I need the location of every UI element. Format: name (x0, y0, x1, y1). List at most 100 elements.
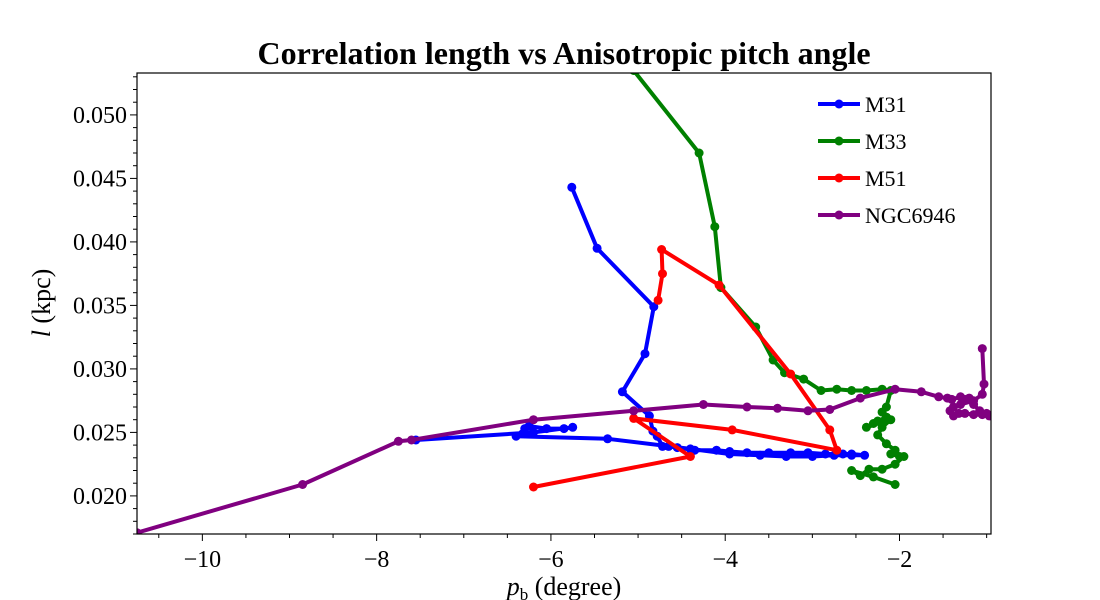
data-point-m31 (712, 445, 721, 455)
data-point-ngc6946 (773, 403, 782, 413)
series-m51 (529, 245, 842, 492)
y-tick-label: 0.035 (73, 293, 127, 319)
x-tick-label: −2 (887, 547, 913, 573)
data-point-m31 (755, 450, 765, 460)
data-point-ngc6946 (934, 392, 944, 402)
y-tick-label: 0.020 (73, 484, 127, 510)
data-point-m33 (890, 480, 900, 489)
x-tick-label: −8 (364, 547, 390, 573)
series-ngc6946 (137, 344, 991, 534)
data-point-m33 (861, 422, 871, 432)
series-line-m31 (413, 185, 867, 459)
legend-swatch-marker (834, 136, 844, 146)
chart-title: Correlation length vs Anisotropic pitch … (257, 35, 870, 71)
data-point-ngc6946 (825, 405, 835, 414)
data-point-m31 (807, 452, 817, 461)
legend-item-m33: M33 (818, 129, 907, 154)
data-point-m31 (567, 182, 577, 192)
data-point-m51 (629, 413, 639, 423)
y-axis-label-rest: (kpc) (27, 269, 56, 330)
data-point-m33 (799, 374, 809, 384)
data-point-m33 (864, 464, 874, 474)
data-point-m51 (685, 452, 695, 461)
x-tick-label: −4 (712, 547, 738, 573)
data-point-m31 (781, 452, 791, 461)
data-point-m33 (710, 222, 720, 232)
data-point-ngc6946 (855, 393, 865, 403)
y-tick-label: 0.040 (73, 230, 127, 256)
data-point-m31 (820, 449, 830, 459)
data-point-m51 (714, 280, 724, 290)
data-point-m51 (653, 295, 663, 305)
data-point-m31 (847, 450, 857, 460)
y-tick-label: 0.025 (73, 420, 127, 446)
data-point-m33 (886, 449, 896, 459)
data-point-ngc6946 (956, 400, 965, 409)
y-axis: 0.020 0.025 0.030 0.035 0.040 0.045 0.050 (73, 76, 137, 535)
data-point-m51 (529, 482, 538, 492)
data-point-ngc6946 (393, 436, 403, 446)
y-tick-label: 0.045 (73, 166, 127, 192)
legend-swatch-marker (834, 173, 844, 183)
data-point-ngc6946 (916, 387, 926, 397)
data-point-ngc6946 (977, 410, 987, 420)
data-point-m31 (542, 424, 552, 434)
data-point-ngc6946 (890, 384, 900, 394)
data-point-m31 (742, 448, 752, 458)
data-point-m31 (592, 243, 602, 253)
data-point-ngc6946 (977, 389, 987, 399)
data-point-m33 (847, 466, 857, 475)
legend-item-m31: M31 (818, 92, 907, 117)
x-axis-label-main: p (505, 572, 520, 600)
data-point-m51 (786, 369, 796, 379)
data-point-ngc6946 (977, 344, 987, 354)
data-point-m31 (764, 448, 774, 458)
data-point-m31 (524, 421, 534, 431)
legend-label: M31 (865, 92, 907, 117)
data-point-m33 (832, 384, 842, 394)
data-point-m33 (868, 419, 878, 428)
data-point-m31 (559, 424, 569, 434)
data-point-ngc6946 (947, 394, 957, 404)
x-tick-label: −10 (184, 547, 222, 573)
legend-label: NGC6946 (865, 203, 955, 228)
legend-swatch-marker (834, 210, 844, 220)
data-point-ngc6946 (629, 406, 639, 416)
data-point-m31 (860, 450, 870, 460)
data-point-ngc6946 (137, 528, 142, 534)
data-point-m51 (658, 269, 667, 279)
data-point-m33 (877, 464, 887, 474)
data-point-m31 (511, 431, 521, 441)
legend-swatch-marker (834, 99, 844, 109)
data-point-ngc6946 (969, 396, 979, 406)
data-point-m33 (873, 430, 883, 440)
data-point-m31 (640, 349, 650, 359)
data-point-m33 (868, 472, 878, 482)
series-layer (137, 73, 991, 534)
legend-item-m51: M51 (818, 166, 907, 191)
legend-label: M51 (865, 166, 907, 191)
data-point-m33 (881, 439, 891, 449)
data-point-ngc6946 (979, 379, 989, 389)
data-point-m31 (568, 422, 578, 432)
data-point-m51 (657, 245, 667, 254)
y-tick-label: 0.050 (73, 103, 127, 129)
data-point-m31 (725, 449, 735, 459)
x-tick-label: −6 (538, 547, 564, 573)
series-line-ngc6946 (137, 346, 991, 534)
data-point-ngc6946 (529, 415, 538, 425)
legend-item-ngc6946: NGC6946 (818, 203, 955, 228)
x-axis-label-rest: (degree) (528, 572, 621, 600)
data-point-m33 (861, 386, 871, 395)
data-point-m31 (685, 444, 695, 454)
data-point-m51 (727, 425, 737, 435)
data-point-m33 (847, 386, 857, 395)
y-tick-label: 0.030 (73, 357, 127, 383)
data-point-m51 (825, 425, 835, 435)
y-axis-label-main: l (27, 330, 56, 337)
data-point-ngc6946 (407, 435, 416, 445)
x-axis-label-sub: b (520, 585, 529, 600)
data-point-m31 (529, 427, 538, 437)
y-axis-label: l (kpc) (27, 269, 56, 338)
plot-area (136, 72, 992, 535)
